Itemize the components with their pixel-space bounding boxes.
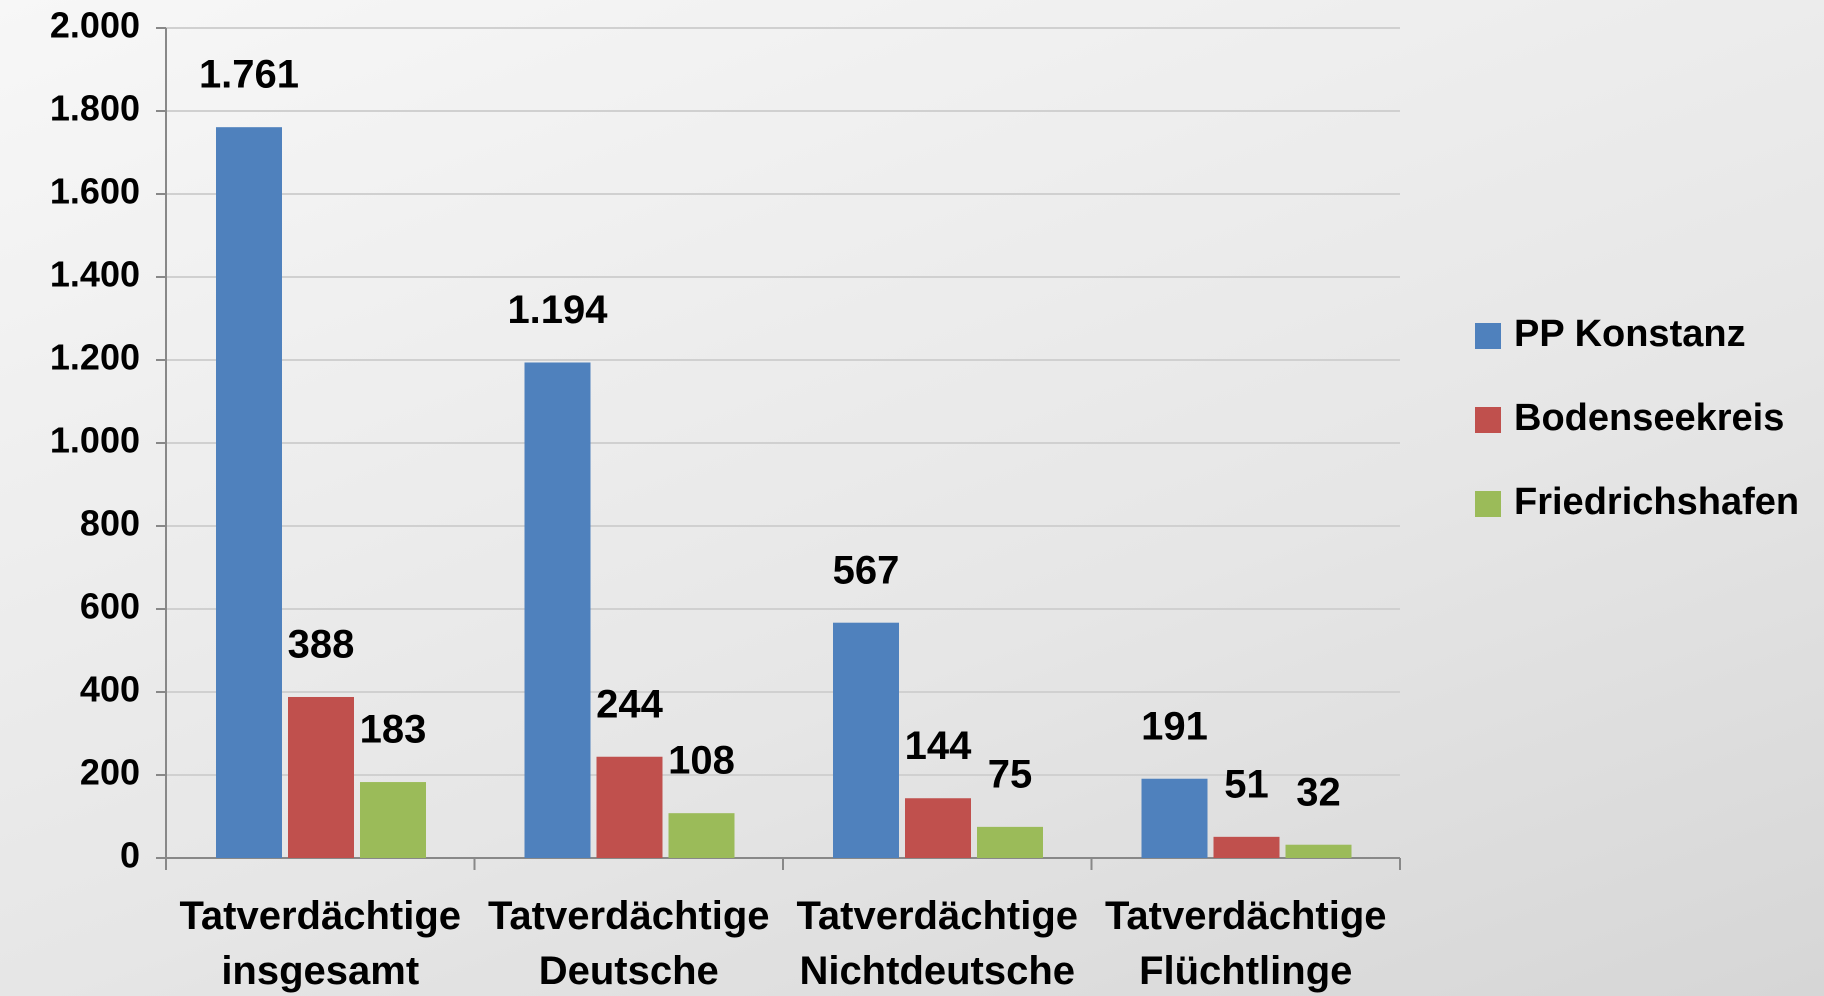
y-tick-label: 1.400	[50, 254, 140, 295]
bar	[977, 826, 1043, 858]
bar	[216, 127, 282, 858]
y-tick-label: 1.200	[50, 337, 140, 378]
data-label: 567	[833, 548, 900, 592]
legend-swatch	[1475, 323, 1501, 349]
bar	[288, 696, 354, 858]
data-label: 51	[1224, 762, 1269, 806]
bar	[905, 798, 971, 858]
data-label: 388	[288, 623, 355, 667]
data-label: 75	[988, 752, 1033, 796]
bar	[596, 756, 663, 858]
data-label: 183	[360, 708, 427, 752]
data-label: 1.761	[199, 53, 299, 97]
legend-label: Friedrichshafen	[1514, 481, 1799, 523]
x-tick-label: Tatverdächtige Deutsche	[488, 894, 770, 993]
data-label: 244	[596, 682, 663, 726]
data-label: 108	[668, 739, 735, 783]
bar	[833, 622, 899, 858]
y-tick-label: 1.800	[50, 88, 140, 129]
y-tick-label: 1.600	[50, 171, 140, 212]
bar	[524, 362, 591, 858]
data-label: 144	[905, 724, 972, 768]
bar	[1285, 844, 1352, 858]
data-label: 1.194	[507, 288, 608, 332]
x-tick-label: Tatverdächtige Flüchtlinge	[1105, 894, 1387, 993]
y-tick-label: 800	[80, 503, 140, 544]
x-tick-label: Tatverdächtige Nichtdeutsche	[796, 894, 1078, 993]
legend-label: Bodenseekreis	[1514, 397, 1784, 439]
bar	[1141, 778, 1208, 858]
bar	[668, 813, 735, 858]
bar	[1213, 836, 1280, 858]
legend-label: PP Konstanz	[1514, 313, 1746, 355]
legend-swatch	[1475, 491, 1501, 517]
bar	[360, 782, 426, 858]
data-label: 191	[1141, 704, 1208, 748]
y-tick-label: 200	[80, 752, 140, 793]
data-label: 32	[1296, 770, 1341, 814]
y-tick-label: 400	[80, 669, 140, 710]
x-tick-label: Tatverdächtige insgesamt	[179, 894, 461, 993]
y-tick-label: 0	[120, 835, 140, 876]
legend-swatch	[1475, 407, 1501, 433]
y-tick-label: 1.000	[50, 420, 140, 461]
y-tick-label: 2.000	[50, 5, 140, 46]
y-tick-label: 600	[80, 586, 140, 627]
